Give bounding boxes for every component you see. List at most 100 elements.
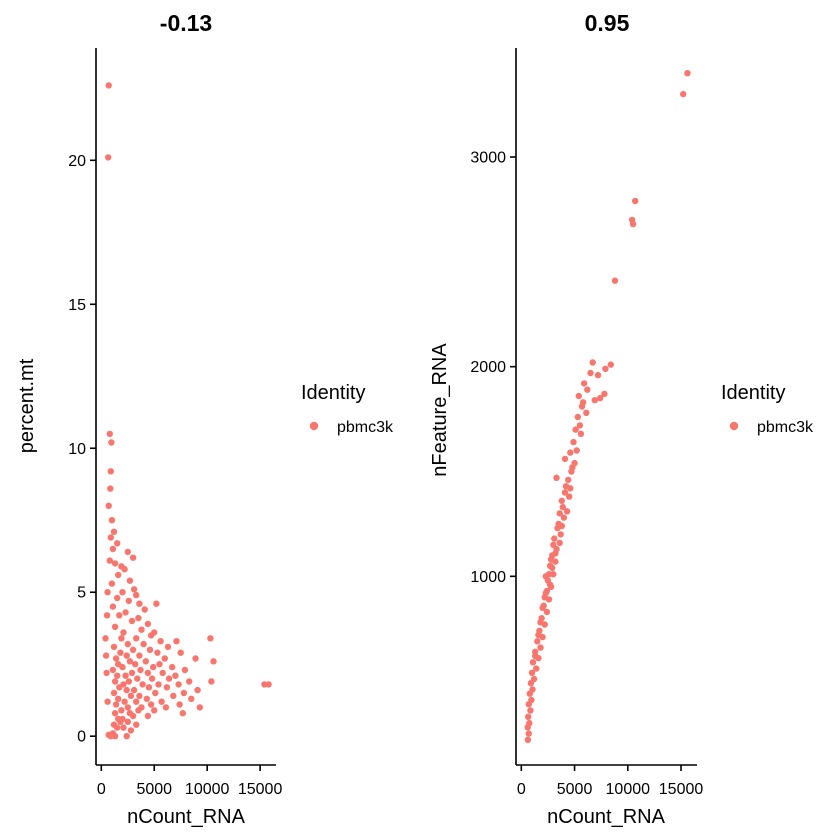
chart-2-point	[566, 493, 573, 500]
chart-1-point	[162, 704, 170, 711]
chart-1-point	[116, 684, 123, 691]
chart-1-point	[177, 649, 184, 656]
chart-2-point	[529, 659, 537, 666]
chart-1-point	[128, 669, 136, 677]
chart-2-x-tick-label: 0	[517, 781, 526, 798]
chart-1-point	[102, 652, 110, 659]
chart-2-point	[572, 426, 579, 433]
chart-1-point	[109, 666, 117, 674]
chart-1-point	[136, 652, 143, 659]
chart-1-point	[156, 661, 163, 668]
chart-2-point	[611, 277, 619, 284]
chart-2-point	[525, 713, 532, 720]
chart-1-point	[133, 591, 140, 599]
chart-2-point	[552, 550, 559, 557]
chart-1-x-tick-label: 15000	[238, 781, 283, 798]
chart-1-point	[210, 658, 217, 665]
chart-1-point	[115, 695, 122, 702]
chart-1-point	[173, 638, 180, 645]
chart-1-point	[134, 675, 141, 682]
chart-1-point	[105, 154, 112, 161]
chart-2-point	[583, 409, 590, 416]
chart-1-point	[186, 678, 193, 685]
chart-1-point	[265, 681, 272, 688]
chart-1-point	[157, 638, 164, 645]
chart-2-point	[607, 361, 614, 368]
chart-1-point	[111, 678, 119, 685]
chart-1-point	[126, 577, 134, 584]
chart-1-legend: Identity pbmc3k	[301, 382, 394, 436]
chart-1-point	[175, 681, 182, 688]
chart-1-point	[169, 663, 176, 671]
chart-1-point	[114, 594, 121, 602]
chart-1-point	[119, 663, 126, 671]
chart-1-point	[158, 698, 165, 705]
chart-2-point	[577, 430, 585, 437]
chart-1-point	[188, 695, 195, 702]
chart-1-point	[139, 681, 146, 688]
chart-2-point	[525, 701, 532, 708]
chart-1-legend-label: pbmc3k	[337, 419, 394, 436]
chart-1-point	[123, 652, 130, 659]
chart-1-point	[106, 430, 114, 438]
chart-1-point	[120, 724, 127, 731]
chart-1-y-axis-title: percent.mt	[16, 358, 38, 453]
chart-2-point	[556, 539, 563, 546]
chart-2-point	[575, 392, 582, 400]
chart-2-point	[526, 690, 533, 697]
chart-1-point	[146, 646, 154, 653]
chart-1-x-ticks: 0 5000 10000 15000	[97, 765, 283, 798]
chart-1-point	[192, 655, 199, 662]
chart-2-point	[591, 397, 598, 404]
chart-2-point	[567, 485, 574, 492]
chart-1-point	[129, 712, 137, 720]
chart-2-point	[537, 644, 544, 651]
chart-2-point	[557, 531, 564, 538]
chart-2-point	[534, 638, 541, 645]
chart-1-point	[109, 603, 117, 610]
chart-1-point	[152, 689, 159, 697]
chart-1-point	[179, 710, 186, 717]
chart-2-legend-label: pbmc3k	[757, 419, 814, 436]
chart-2-point	[528, 669, 536, 676]
chart-1-point	[196, 704, 203, 711]
chart-1-point	[122, 609, 129, 616]
chart-1-point	[176, 701, 183, 708]
chart-1-point	[114, 540, 121, 547]
chart-1-point	[172, 672, 179, 679]
chart-2-point	[558, 497, 565, 504]
chart-1-point	[102, 635, 109, 642]
chart-1-point	[154, 649, 161, 656]
chart-2-point	[632, 197, 639, 205]
chart-2-legend: Identity pbmc3k	[721, 382, 814, 436]
chart-2-y-tick-label: 1000	[470, 569, 506, 586]
chart-1-point	[108, 517, 116, 524]
chart-1-point	[151, 707, 158, 714]
chart-1-point	[110, 528, 118, 535]
chart-2-point	[561, 489, 569, 496]
chart-2-point	[579, 399, 587, 406]
chart-1-legend-title: Identity	[301, 382, 365, 404]
chart-1-y-tick-label: 20	[68, 153, 86, 170]
chart-1-point	[117, 718, 124, 725]
chart-1-point	[115, 571, 122, 579]
chart-1-point	[130, 586, 138, 593]
chart-1-point	[124, 640, 131, 648]
chart-1-point	[207, 635, 214, 642]
chart-1-point	[180, 689, 188, 697]
chart-2-x-ticks: 0 5000 10000 15000	[517, 765, 703, 798]
chart-2-point	[573, 447, 580, 454]
chart-1-point	[111, 623, 119, 630]
chart-1-y-ticks: 0 5 10 15 20	[68, 153, 96, 746]
chart-1-point	[117, 649, 124, 656]
chart-1-title: -0.13	[160, 10, 212, 36]
chart-1-point	[133, 635, 140, 642]
chart-2-point	[533, 665, 540, 672]
chart-1-point	[114, 672, 121, 679]
chart-1-point	[128, 617, 136, 625]
chart-2-point	[563, 508, 571, 515]
chart-2-point	[537, 619, 544, 626]
chart-1-point	[122, 672, 129, 679]
chart-2-point	[525, 730, 532, 737]
